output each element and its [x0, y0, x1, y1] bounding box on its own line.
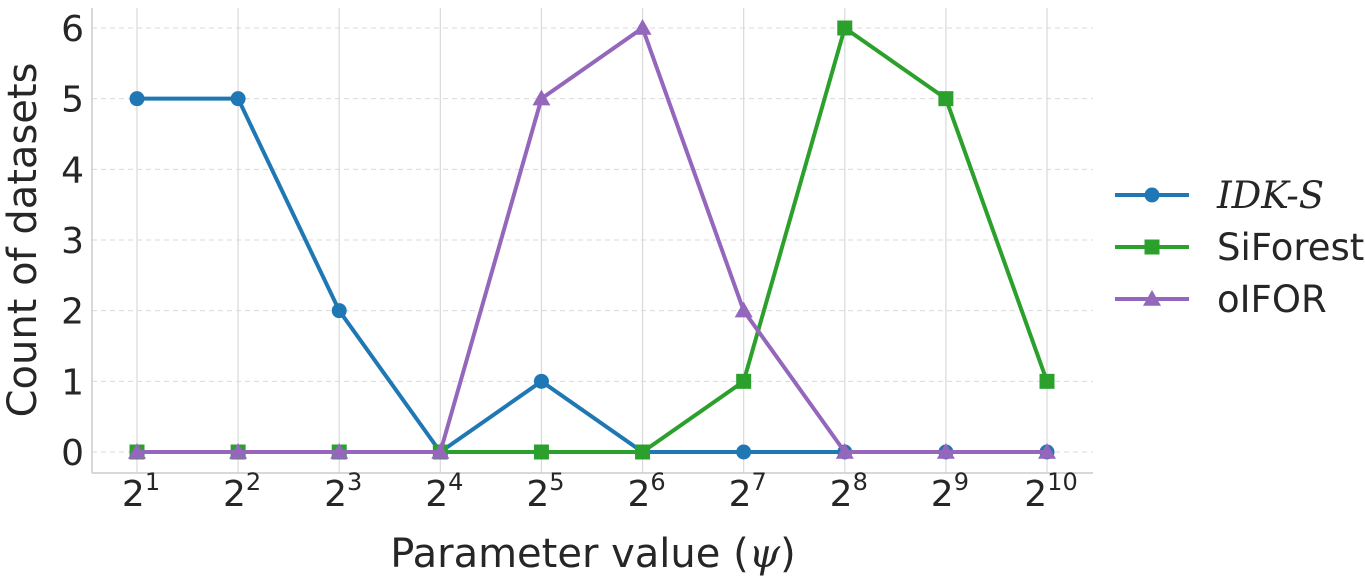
y-tick-label: 4 — [61, 150, 84, 191]
data-point — [431, 443, 450, 459]
data-point — [230, 91, 246, 107]
x-tick-label: 24 — [425, 468, 463, 515]
data-point — [129, 91, 145, 107]
series-line — [137, 96, 1047, 454]
legend-item: oIFOR — [1115, 278, 1327, 321]
series-group — [128, 19, 1056, 460]
x-tick-base: 2 — [122, 474, 145, 515]
data-point — [1039, 373, 1055, 389]
x-tick-exponent: 10 — [1047, 468, 1078, 496]
legend-item: IDK-S — [1115, 174, 1324, 217]
x-tick-exponent: 6 — [650, 468, 665, 496]
legend-marker — [1143, 290, 1161, 306]
legend-marker — [1144, 239, 1160, 255]
x-tick-exponent: 4 — [448, 468, 463, 496]
x-tick-exponent: 5 — [549, 468, 564, 496]
x-tick-base: 2 — [627, 474, 650, 515]
x-tick-label: 29 — [931, 468, 969, 515]
x-tick-exponent: 8 — [853, 468, 868, 496]
y-tick-label: 2 — [61, 292, 84, 333]
x-tick-base: 2 — [1024, 474, 1047, 515]
data-point — [835, 443, 854, 459]
x-tick-exponent: 3 — [347, 468, 362, 496]
x-tick-exponent: 9 — [954, 468, 969, 496]
x-tick-base: 2 — [324, 474, 347, 515]
x-tick-label: 22 — [223, 468, 261, 515]
x-tick-exponent: 1 — [145, 468, 160, 496]
legend-label: oIFOR — [1217, 278, 1327, 321]
data-point — [533, 444, 549, 460]
x-axis-label-suffix: ) — [780, 531, 796, 577]
x-tick-label: 210 — [1024, 468, 1077, 515]
x-tick-label: 26 — [627, 468, 665, 515]
data-point — [936, 443, 955, 459]
x-axis-label-symbol: ψ — [749, 531, 781, 577]
data-point — [736, 373, 752, 389]
data-point — [635, 444, 651, 460]
x-tick-base: 2 — [425, 474, 448, 515]
data-point — [938, 91, 954, 107]
series-oifor — [128, 19, 1056, 459]
y-tick-label: 1 — [61, 362, 84, 403]
x-tick-label: 23 — [324, 468, 362, 515]
x-tick-base: 2 — [931, 474, 954, 515]
x-tick-label: 27 — [729, 468, 767, 515]
y-tick-label: 0 — [61, 433, 84, 474]
y-tick-label: 3 — [61, 221, 84, 262]
legend: IDK-S SiForest oIFOR — [1115, 174, 1364, 321]
data-point — [736, 444, 752, 460]
data-point — [633, 19, 652, 35]
x-axis-label: Parameter value (ψ) — [390, 531, 795, 577]
legend-marker — [1144, 187, 1160, 203]
x-tick-base: 2 — [830, 474, 853, 515]
x-tick-base: 2 — [223, 474, 246, 515]
legend-label: SiForest — [1217, 226, 1364, 269]
x-tick-base: 2 — [729, 474, 752, 515]
y-tick-label: 6 — [61, 9, 84, 50]
series-line — [137, 26, 1047, 454]
y-axis-label: Count of datasets — [0, 63, 46, 418]
x-axis-label-prefix: Parameter value ( — [390, 531, 748, 577]
data-point — [837, 20, 853, 36]
axes — [91, 8, 1093, 474]
data-point — [734, 301, 753, 318]
y-tick-label: 5 — [61, 80, 84, 121]
data-point — [128, 443, 146, 459]
data-point — [331, 303, 347, 319]
data-point — [330, 443, 349, 459]
x-tick-exponent: 7 — [751, 468, 766, 496]
x-tick-label: 28 — [830, 468, 868, 515]
x-tick-exponent: 2 — [246, 468, 261, 496]
data-point — [1038, 443, 1056, 459]
grid — [92, 8, 1093, 473]
data-point — [533, 373, 549, 389]
x-tick-label: 25 — [526, 468, 564, 515]
legend-label: IDK-S — [1216, 174, 1324, 217]
data-point — [229, 443, 248, 459]
series-idk-s — [129, 91, 1055, 460]
x-tick-base: 2 — [526, 474, 549, 515]
data-point — [532, 89, 551, 106]
x-tick-label: 21 — [122, 468, 160, 515]
legend-item: SiForest — [1115, 226, 1364, 269]
